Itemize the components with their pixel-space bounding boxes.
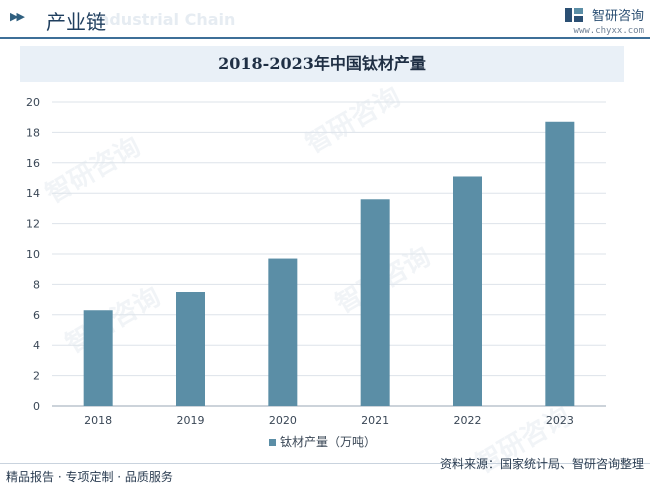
y-tick-label: 12 [26,218,40,231]
x-tick-label: 2021 [361,414,389,427]
legend-label: 钛材产量（万吨） [280,434,376,449]
footer-tagline: 精品报告 · 专项定制 · 品质服务 [6,470,173,484]
y-tick-label: 18 [26,126,40,139]
y-tick-label: 16 [26,157,40,170]
x-tick-label: 2019 [177,414,205,427]
bar [453,176,482,406]
brand-url: www.chyxx.com [573,26,644,36]
y-tick-label: 14 [26,187,40,200]
chart-title: 2018-2023年中国钛材产量 [218,54,426,73]
header-title: 产业链 [46,10,106,34]
y-tick-label: 10 [26,248,40,261]
page-header: ▶▶ Industrial Chain 产业链 智研咨询 www.chyxx.c… [0,0,650,40]
y-tick-label: 6 [33,309,40,322]
y-tick-label: 20 [26,96,40,109]
footer-source: 资料来源：国家统计局、智研咨询整理 [439,457,644,471]
header-rule [0,37,650,39]
x-tick-label: 2018 [84,414,112,427]
x-tick-label: 2023 [546,414,574,427]
x-tick-label: 2020 [269,414,297,427]
bar [268,258,298,406]
header-decoration-icon: ▶▶ [10,10,25,23]
bar [545,121,575,406]
x-tick-label: 2022 [454,414,482,427]
y-tick-label: 4 [33,339,40,352]
header-ghost-text: Industrial Chain [92,10,236,29]
legend-swatch [269,439,276,446]
y-tick-label: 0 [33,400,40,413]
bar [176,292,205,406]
brand-name: 智研咨询 [591,9,644,24]
brand-logo-icon [564,7,583,22]
y-tick-label: 2 [33,370,40,383]
bar [83,310,113,406]
brand: 智研咨询 www.chyxx.com [564,4,644,36]
bar [360,199,390,406]
footer-rule [0,463,650,464]
chart-title-band: 2018-2023年中国钛材产量 [20,46,624,82]
y-tick-label: 8 [33,278,40,291]
